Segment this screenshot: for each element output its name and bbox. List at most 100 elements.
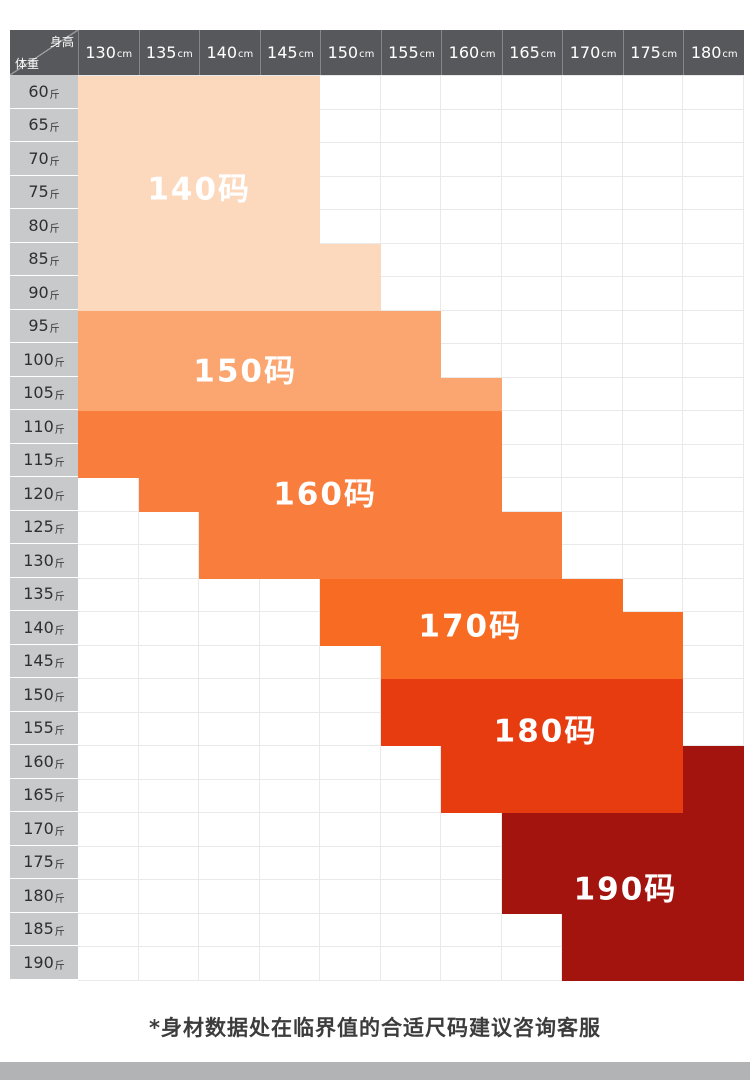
weight-header-cell: 115 斤 [10,443,78,477]
grid-cell [501,210,563,244]
weight-header-cell: 120 斤 [10,477,78,511]
grid-cell [501,645,563,679]
grid-cell [441,779,502,813]
weight-header-cell: 125 斤 [10,510,78,544]
grid-cell [622,143,684,177]
grid-cell [683,712,744,746]
grid-cell [380,411,442,445]
grid-cell [138,109,200,143]
grid-cell [441,712,502,746]
grid-cell [441,846,502,880]
grid-cell [138,411,200,445]
grid-cell [501,277,563,311]
grid-cell [501,612,563,646]
grid-cell [259,176,321,210]
grid-cell [501,444,563,478]
grid-cell [320,511,381,545]
grid-cell [259,143,321,177]
grid-cell [138,578,200,612]
grid-cell [78,679,139,713]
grid-cell [199,511,260,545]
grid-cell [199,478,260,512]
grid-cell [683,143,744,177]
grid-cell [138,444,200,478]
grid-cell [138,478,200,512]
height-header-cell: 145 cm [259,30,321,75]
grid-cell [78,779,139,813]
grid-cell [380,277,442,311]
grid-cell [501,947,563,981]
weight-header-cell: 185 斤 [10,912,78,946]
grid-cell [380,846,442,880]
grid-cell [683,444,744,478]
grid-cell [562,243,623,277]
grid-cell [622,813,684,847]
grid-cell [199,746,260,780]
grid-cell [501,243,563,277]
grid-cell [138,947,200,981]
grid-cell [501,310,563,344]
grid-cell [441,880,502,914]
grid-cell [441,411,502,445]
grid-cell [78,411,139,445]
grid-cell [683,277,744,311]
grid-cell [199,411,260,445]
grid-cell [501,511,563,545]
grid-cell [683,511,744,545]
grid-cell [259,545,321,579]
grid-cell [320,243,381,277]
grid-cell [622,947,684,981]
footer-bar [0,1062,750,1080]
grid-cell [380,76,442,110]
grid-cell [320,880,381,914]
grid-cell [259,712,321,746]
grid-cell [622,377,684,411]
grid-cell [622,578,684,612]
grid-cell [259,779,321,813]
grid-cell [138,210,200,244]
weight-header-cell: 150 斤 [10,678,78,712]
grid-cell [259,377,321,411]
grid-cell [199,880,260,914]
grid-cell [380,679,442,713]
grid-cell [78,444,139,478]
grid-cell [259,109,321,143]
header-row: 身高 体重 130 cm 135 cm 140 cm 145 cm 150 cm 155 cm 160 c… [10,30,745,75]
height-header-cell: 155 cm [380,30,442,75]
grid-cell [78,243,139,277]
grid-cell [138,310,200,344]
grid-cell [320,277,381,311]
grid-cell [380,243,442,277]
grid-cell [562,143,623,177]
grid-cell [683,947,744,981]
grid-cell [562,846,623,880]
grid-cell [622,310,684,344]
grid-cell [78,712,139,746]
grid-cell [562,444,623,478]
grid-cell [441,511,502,545]
grid-cell [562,545,623,579]
grid-cell [259,746,321,780]
grid-cell [683,880,744,914]
grid-cell [622,679,684,713]
grid-cell [441,612,502,646]
grid-cell [380,913,442,947]
height-header-cell: 135 cm [138,30,200,75]
grid-cell [622,344,684,378]
grid-cell [441,578,502,612]
grid-cell [320,109,381,143]
grid-cell [138,645,200,679]
grid-cell [78,746,139,780]
grid-cell [259,277,321,311]
grid-cell [380,444,442,478]
grid-cell [562,578,623,612]
grid-cell [380,578,442,612]
grid-cell [320,846,381,880]
grid-cell [562,310,623,344]
grid-cell [380,545,442,579]
grid-cell [683,377,744,411]
grid-cell [441,444,502,478]
grid-cell [380,344,442,378]
footnote: *身材数据处在临界值的合适尺码建议咨询客服 [149,1016,601,1040]
grid-cell [78,913,139,947]
